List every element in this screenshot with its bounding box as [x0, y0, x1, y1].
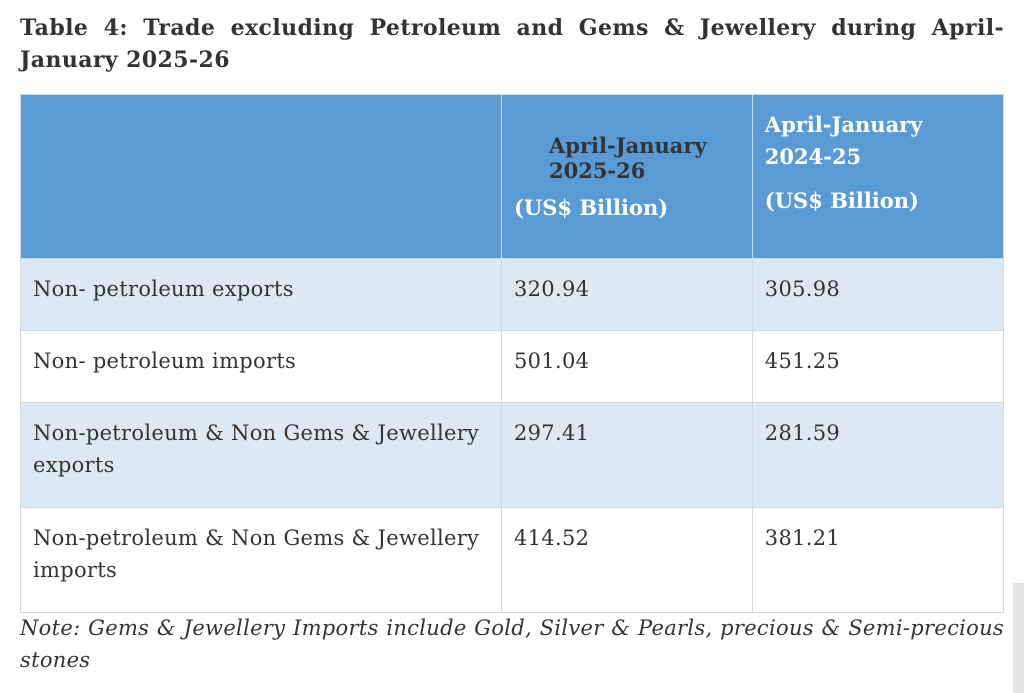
value-cell: 320.94: [500, 258, 753, 331]
trade-table: April-January 2025-26 (US$ Billion) Apri…: [20, 94, 1005, 613]
value-cell: 305.98: [751, 258, 1005, 331]
value-cell: 451.25: [751, 330, 1005, 403]
value-cell: 281.59: [751, 402, 1005, 508]
header-period: April-January 2025-26: [548, 133, 707, 183]
header-unit: (US$ Billion): [513, 195, 669, 220]
row-label: Non-petroleum & Non Gems & Jewellery exp…: [20, 402, 502, 508]
table-title: Table 4: Trade excluding Petroleum and G…: [20, 15, 1004, 73]
header-period: April-January 2024-25: [764, 112, 923, 169]
value-cell: 501.04: [500, 330, 753, 403]
row-label: Non-petroleum & Non Gems & Jewellery imp…: [20, 507, 502, 613]
data-row: Non- petroleum exports 320.94 305.98: [20, 258, 1005, 331]
header-cell: April-January 2025-26 (US$ Billion): [500, 94, 753, 259]
row-label: Non- petroleum exports: [20, 258, 502, 331]
value-cell: 381.21: [751, 507, 1005, 613]
header-cell: [20, 94, 502, 259]
value-cell: 414.52: [500, 507, 753, 613]
data-row: Non-petroleum & Non Gems & Jewellery imp…: [20, 507, 1005, 613]
data-row: Non-petroleum & Non Gems & Jewellery exp…: [20, 402, 1005, 508]
header-row: April-January 2025-26 (US$ Billion) Apri…: [20, 94, 1005, 259]
row-label: Non- petroleum imports: [20, 330, 502, 403]
footnote: Note: Gems & Jewellery Imports include G…: [20, 616, 1004, 672]
scrollbar[interactable]: [1013, 583, 1024, 693]
value-cell: 297.41: [500, 402, 753, 508]
header-unit: (US$ Billion): [764, 188, 919, 213]
header-cell: April-January 2024-25 (US$ Billion): [751, 94, 1005, 259]
data-row: Non- petroleum imports 501.04 451.25: [20, 330, 1005, 403]
